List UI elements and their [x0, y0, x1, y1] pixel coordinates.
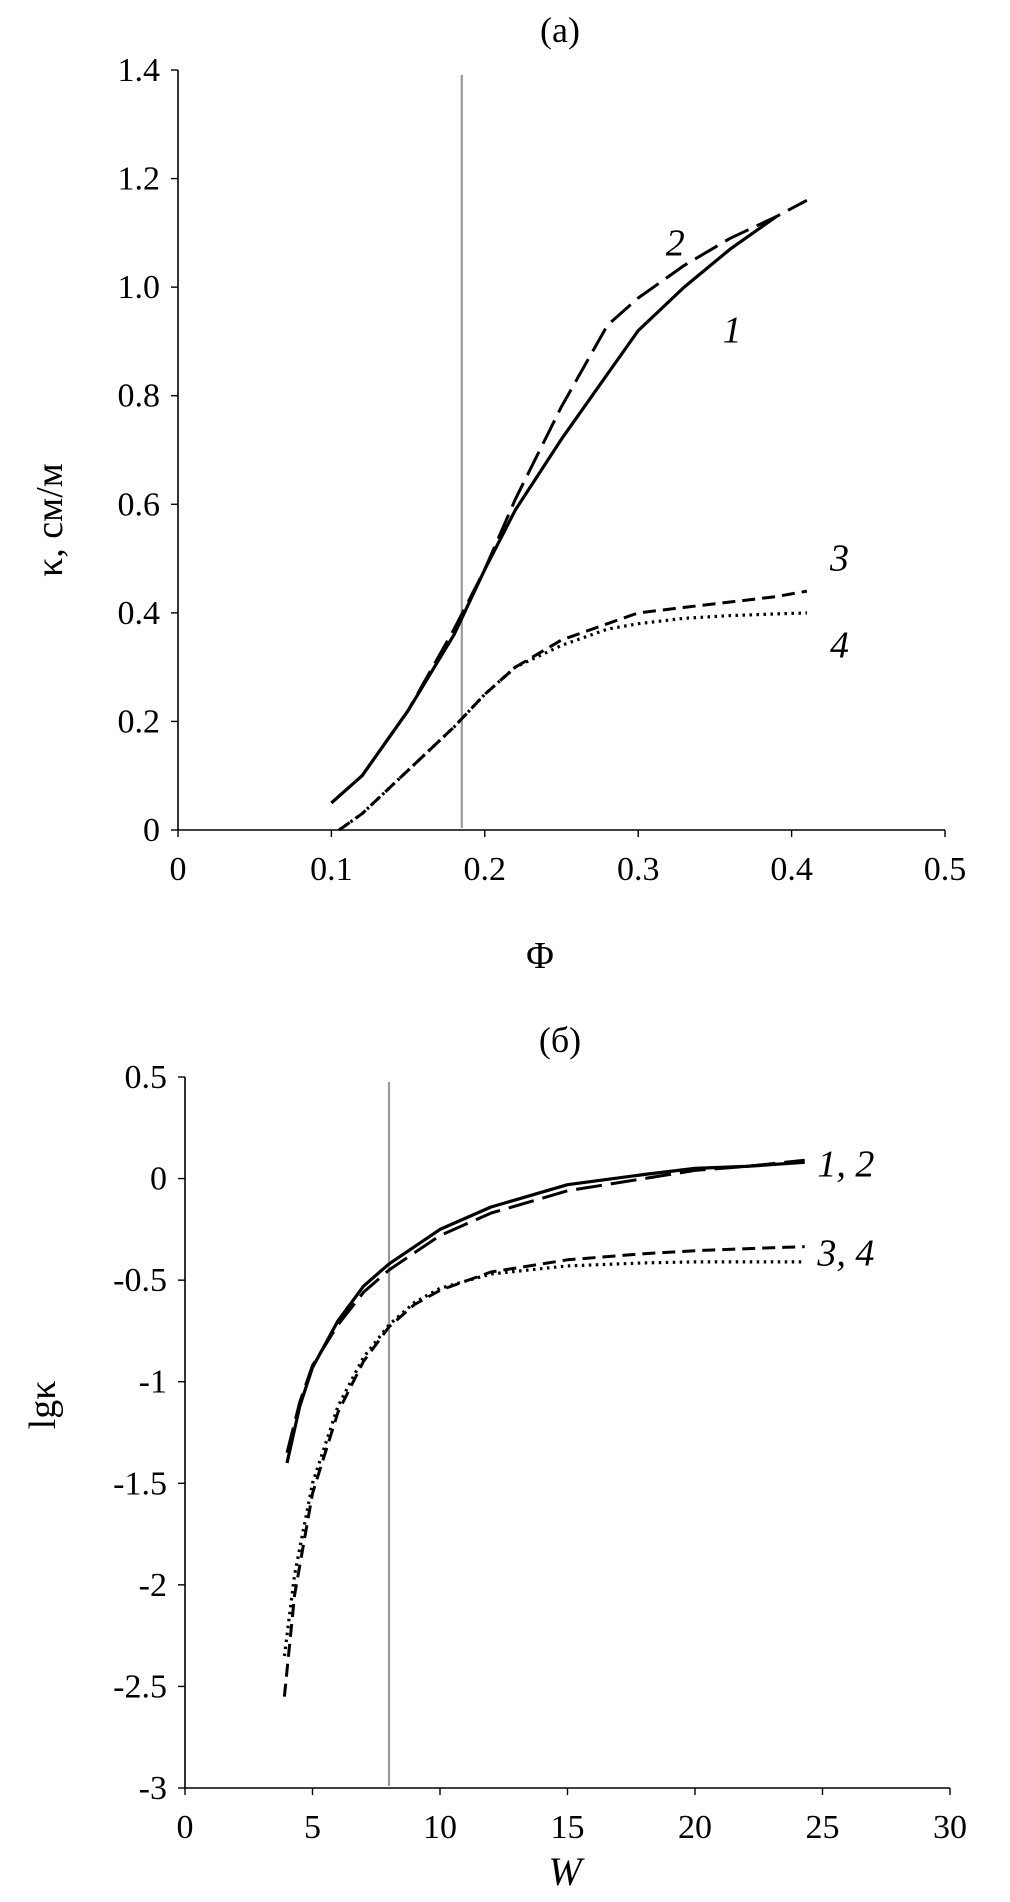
panel-b-x-tick-label: 25: [806, 1809, 840, 1846]
panel-b-x-tick-label: 10: [423, 1809, 457, 1846]
panel-b-series-4-line: [282, 1260, 805, 1657]
panel-b-series-3-line: [282, 1245, 805, 1697]
panel-a-x-tick-label: 0.3: [617, 851, 660, 888]
panel-a-series-2-line: [330, 198, 808, 805]
panel-b-series-2-line: [285, 1158, 805, 1454]
panel-b-title: (б): [539, 1020, 581, 1060]
panel-b-y-tick-label: -0.5: [113, 1262, 167, 1299]
panel-a-y-tick-label: 1.2: [118, 161, 161, 198]
panel-b-y-tick-label: -2.5: [113, 1668, 167, 1705]
panel-a-chart: (a) Φ κ, см/м 0 0.2 0.4 0.6 0.8 1.0 1.2 1.4 0 0.1…: [29, 10, 966, 977]
panel-a-y-tick-label: 0.2: [118, 703, 161, 740]
panel-b-curve-label-1: 1, 2: [817, 1143, 874, 1185]
panel-a-x-tick-label: 0.1: [310, 851, 353, 888]
panel-a-y-axis-title: κ, см/м: [29, 463, 71, 577]
panel-b-y-tick-label: -3: [139, 1770, 167, 1807]
panel-a-series-1-line: [330, 215, 778, 805]
panel-b-x-tick-label: 0: [177, 1809, 194, 1846]
panel-a-series-2-label: 2: [666, 223, 685, 265]
panel-a-y-tick-label: 1.4: [118, 52, 161, 89]
panel-a-x-tick-label: 0: [170, 851, 187, 888]
panel-b-x-tick-label: 5: [304, 1809, 321, 1846]
panel-a-series-4-label: 4: [830, 624, 849, 666]
panel-a-x-tick-label: 0.2: [464, 851, 507, 888]
panel-b-x-axis-title: W: [548, 1849, 585, 1894]
panel-a-title: (a): [540, 10, 580, 50]
panel-b-series-1-line: [285, 1160, 805, 1464]
panel-b-chart: (б) W lgκ -3 -2.5 -2 -1.5 -1 -0.5 0 0.5 0 5 10 15 20…: [22, 1020, 967, 1894]
panel-b-y-tick-label: -2: [139, 1567, 167, 1604]
panel-a-y-tick-label: 1.0: [118, 269, 161, 306]
panel-a-series-3-label: 3: [829, 538, 849, 580]
panel-b-y-tick-label: -1: [139, 1364, 167, 1401]
panel-b-y-tick-label: -1.5: [113, 1465, 167, 1502]
panel-a-y-tick-label: 0: [143, 812, 160, 849]
panel-b-curve-label-2: 3, 4: [816, 1233, 874, 1275]
panel-a-x-tick-label: 0.5: [924, 851, 967, 888]
panel-b-y-tick-label: 0.5: [125, 1059, 168, 1096]
panel-b-y-axis-title: lgκ: [22, 1381, 64, 1430]
panel-b-x-tick-label: 20: [678, 1809, 712, 1846]
panel-a-y-tick-label: 0.8: [118, 378, 161, 415]
panel-a-y-tick-label: 0.4: [118, 595, 161, 632]
panel-b-x-tick-label: 15: [551, 1809, 585, 1846]
panel-a-x-axis-title: Φ: [526, 935, 554, 977]
panel-a-x-tick-label: 0.4: [770, 851, 813, 888]
panel-b-x-tick-label: 30: [933, 1809, 967, 1846]
panel-a-series-1-label: 1: [723, 310, 742, 352]
panel-a-series-4-line: [338, 611, 807, 832]
panel-a-y-tick-label: 0.6: [118, 486, 161, 523]
panel-b-y-tick-label: 0: [150, 1161, 167, 1198]
